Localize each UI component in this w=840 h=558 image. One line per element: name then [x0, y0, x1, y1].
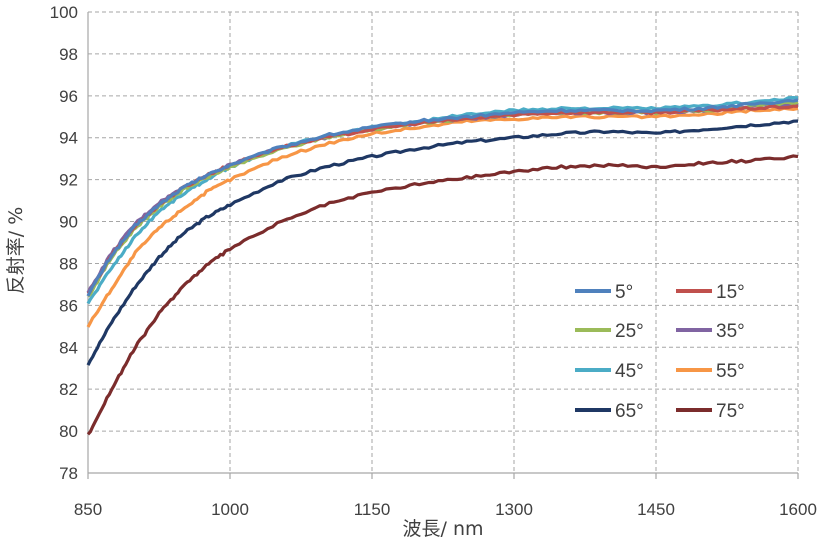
- series-line: [86, 106, 799, 328]
- legend-label: 65°: [615, 401, 644, 422]
- y-tick-label: 96: [59, 87, 78, 106]
- y-tick-label: 80: [59, 422, 78, 441]
- y-tick-label: 92: [59, 171, 78, 190]
- series-line: [86, 102, 799, 294]
- y-tick-label: 98: [59, 45, 78, 64]
- x-axis-title: 波長/ nm: [403, 518, 484, 540]
- x-tick-label: 1150: [354, 500, 391, 519]
- legend: 5° 15° 25° 35° 45° 55° 65° 75°: [575, 282, 745, 422]
- y-tick-label: 82: [59, 380, 78, 399]
- x-tick-label: 1450: [637, 500, 675, 519]
- legend-label: 75°: [716, 401, 745, 422]
- y-tick-label: 100: [50, 3, 78, 22]
- legend-label: 15°: [716, 282, 745, 303]
- legend-label: 45°: [615, 361, 644, 382]
- y-tick-label: 86: [59, 296, 78, 315]
- legend-label: 5°: [615, 282, 633, 303]
- series-line: [86, 98, 799, 297]
- y-tick-label: 84: [59, 338, 78, 357]
- x-tick-label: 1300: [495, 500, 533, 519]
- y-tick-label: 78: [59, 464, 78, 483]
- x-tick-label: 850: [74, 500, 102, 519]
- axes: [87, 12, 799, 479]
- y-tick-label: 88: [59, 254, 78, 273]
- y-tick-label: 90: [59, 213, 78, 232]
- series-line: [86, 119, 799, 366]
- legend-label: 55°: [716, 361, 745, 382]
- legend-label: 35°: [716, 321, 745, 342]
- y-tick-label: 94: [59, 129, 78, 148]
- tick-labels: 78 80 82 84 86 88 90 92 94 96 98 100 850 1000 1150 1300…: [50, 3, 817, 519]
- y-axis-title: 反射率/ %: [5, 207, 27, 295]
- series-lines: [86, 95, 799, 436]
- series-line: [86, 154, 799, 436]
- legend-label: 25°: [615, 321, 644, 342]
- grid: [88, 11, 799, 473]
- x-tick-label: 1600: [779, 500, 817, 519]
- x-tick-label: 1000: [211, 500, 249, 519]
